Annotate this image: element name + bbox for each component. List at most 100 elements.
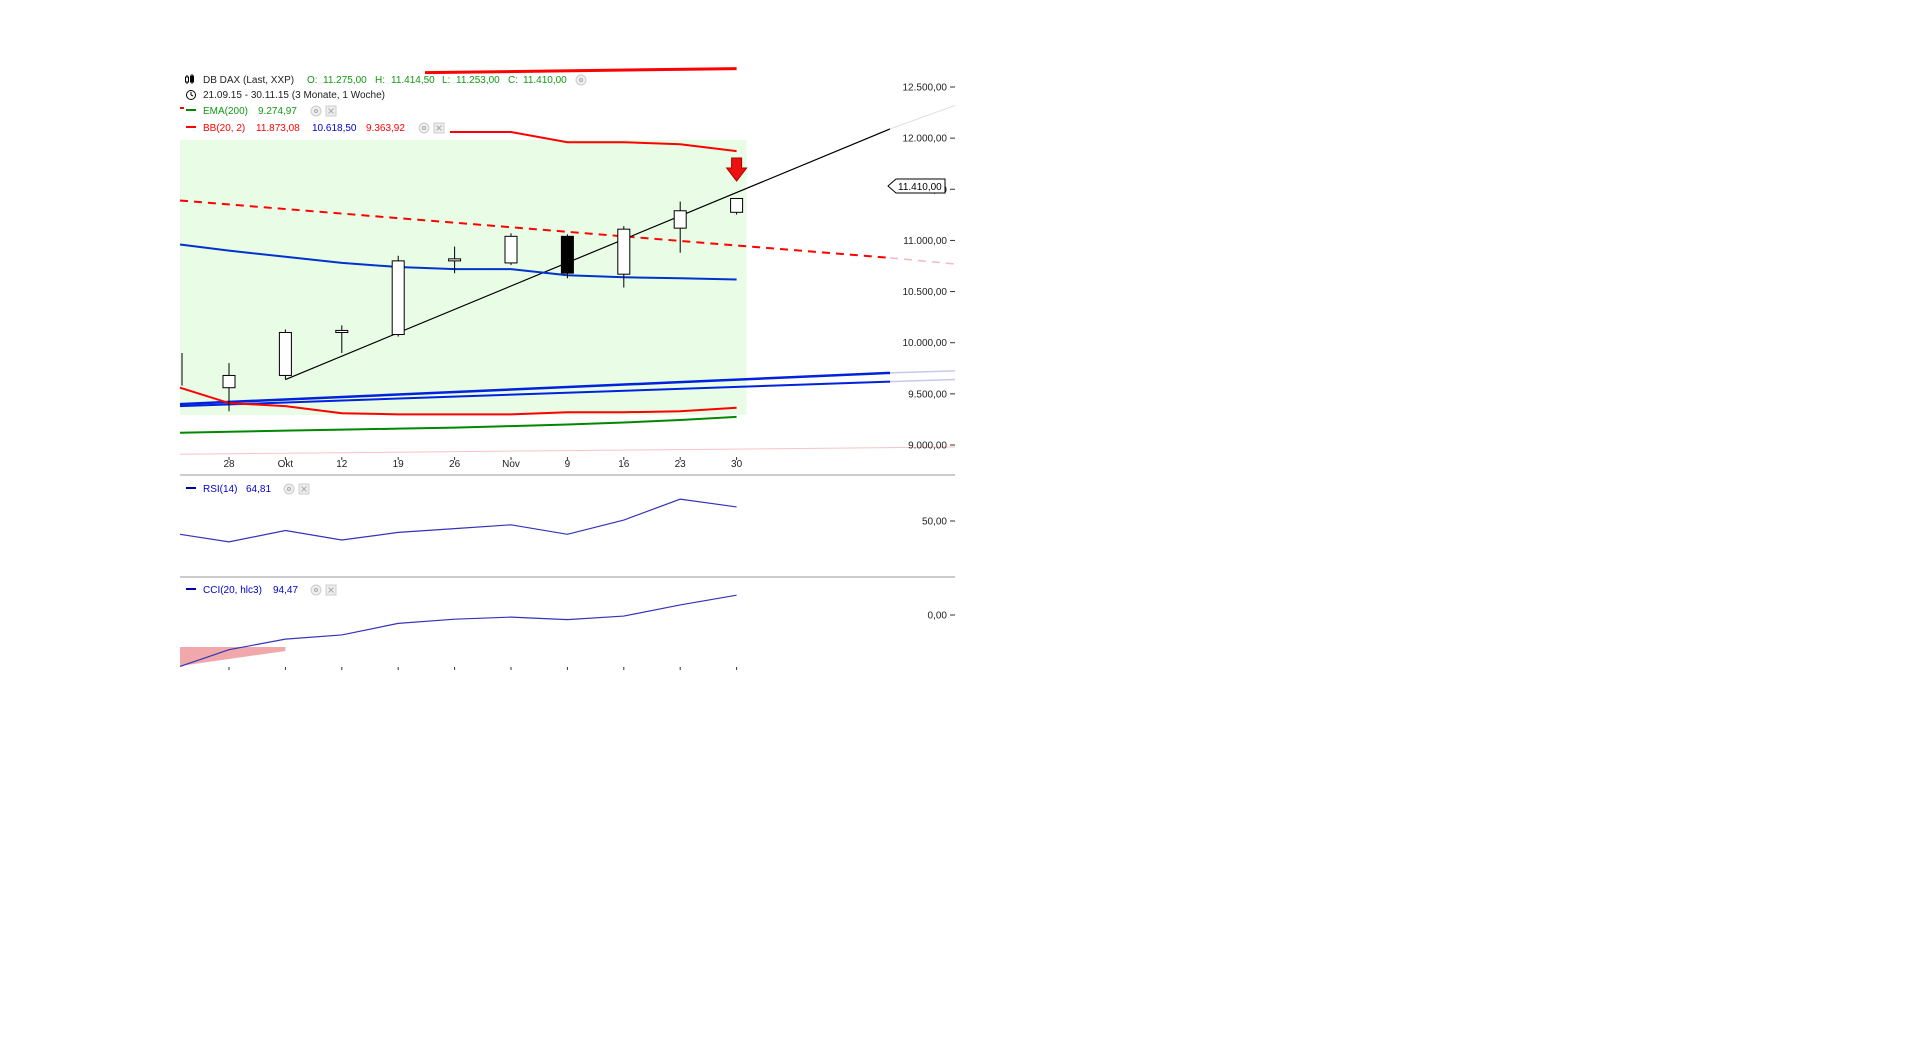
last-price-tag: 11.410,00	[887, 178, 946, 194]
date-tick-label: 30	[731, 459, 743, 470]
cci-value: 94,47	[273, 585, 298, 596]
rsi-line-layer	[179, 498, 737, 543]
long-trend-line	[179, 380, 891, 408]
candle-05.10.15	[278, 329, 292, 380]
rsi-line	[179, 498, 737, 543]
clock-icon	[186, 90, 196, 100]
cci-line-layer	[179, 594, 737, 668]
legend-ema-label: EMA(200)	[203, 106, 248, 117]
price-tick-label: 10.500,00	[903, 287, 948, 298]
bb-upper-line	[450, 131, 737, 153]
cci-axis: 0,00	[928, 611, 955, 622]
candle-body	[278, 331, 292, 376]
cci-line	[179, 594, 737, 668]
bb-lower-line	[179, 386, 737, 416]
legend-bb-row: BB(20, 2) 11.873,08 10.618,50 9.363,92	[186, 122, 445, 134]
candle-12.10.15	[335, 325, 349, 353]
legend-bb-label: BB(20, 2)	[203, 123, 245, 134]
candle-26.10.15	[448, 246, 462, 274]
settings-icon[interactable]	[283, 483, 295, 495]
settings-icon[interactable]	[310, 584, 322, 596]
legend-period-row: 21.09.15 - 30.11.15 (3 Monate, 1 Woche)	[186, 90, 385, 101]
sell-signal-arrow-icon	[725, 157, 748, 182]
legend-low-value: 11.253,00	[456, 75, 500, 86]
long-trend-extension	[889, 370, 956, 374]
date-tick-label: 26	[449, 459, 461, 470]
cci-legend: CCI(20, hlc3) 94,47	[186, 584, 337, 596]
legend-open-label: O:	[307, 75, 318, 86]
support-trend-line	[285, 128, 891, 381]
candlestick-icon	[185, 74, 194, 84]
price-panel: 9.000,00 9.500,00 10.000,00 10.500,00 11.000…	[179, 67, 956, 476]
legend-ema-value: 9.274,97	[258, 106, 297, 117]
legend-low-label: L:	[442, 75, 450, 86]
close-icon[interactable]	[433, 122, 445, 134]
rsi-label: RSI(14)	[203, 484, 237, 495]
price-tick-label: 12.500,00	[903, 83, 948, 94]
long-trend-line	[179, 371, 891, 406]
cci-panel: 0,00 CCI(20, hlc3) 94,47	[179, 584, 955, 670]
legend-open-value: 11.275,00	[323, 75, 367, 86]
candle-body	[504, 235, 518, 264]
price-tick-label: 9.500,00	[908, 389, 947, 400]
date-tick-label: 12	[336, 459, 348, 470]
candle-16.11.15	[617, 226, 631, 288]
date-tick-label: Nov	[502, 459, 520, 470]
candle-09.11.15	[560, 234, 574, 279]
rsi-value: 64,81	[246, 484, 271, 495]
candle-body	[335, 329, 349, 333]
bb-upper-line	[424, 67, 737, 75]
rsi-legend: RSI(14) 64,81	[186, 483, 310, 495]
candle-body	[673, 210, 687, 229]
close-icon[interactable]	[298, 483, 310, 495]
legend-instrument: DB DAX (Last, XXP)	[203, 75, 294, 86]
cci-label: CCI(20, hlc3)	[203, 585, 262, 596]
resistance-trend-extension	[889, 257, 956, 265]
price-tick-label: 9.000,00	[908, 441, 947, 452]
baseline-trend-line	[179, 446, 956, 455]
candle-body	[222, 374, 236, 389]
candle-19.10.15	[391, 255, 405, 337]
date-tick-label: 28	[223, 459, 235, 470]
legend-bb-lower: 9.363,92	[366, 123, 405, 134]
resistance-trend-line	[179, 199, 891, 259]
legend-close-value: 11.410,00	[523, 75, 567, 86]
ema-line	[179, 415, 737, 434]
cci-tick-label: 0,00	[928, 611, 948, 622]
chart-legend: DB DAX (Last, XXP) O: 11.275,00 H: 11.41…	[185, 74, 587, 134]
date-tick-label: 19	[393, 459, 405, 470]
candle-02.11.15	[504, 233, 518, 265]
rsi-tick-label: 50,00	[922, 517, 947, 528]
legend-bb-mid: 10.618,50	[312, 123, 357, 134]
cci-negative-area	[180, 647, 286, 666]
legend-instrument-row: DB DAX (Last, XXP) O: 11.275,00 H: 11.41…	[185, 74, 587, 86]
candle-body	[448, 258, 462, 262]
date-tick-label: 9	[565, 459, 571, 470]
settings-icon[interactable]	[575, 74, 587, 86]
price-tick-label: 12.000,00	[903, 134, 948, 145]
date-tick-label: Okt	[278, 459, 294, 470]
close-icon[interactable]	[325, 105, 337, 117]
settings-icon[interactable]	[418, 122, 430, 134]
candle-28.09.15	[222, 363, 236, 412]
trendline-layer	[179, 104, 956, 455]
rsi-axis: 50,00	[922, 517, 955, 528]
candle-30.11.15	[730, 197, 744, 215]
legend-ema-row: EMA(200) 9.274,97	[186, 105, 337, 117]
date-axis: 28 Okt 12 19 26 Nov 9 16 23 30	[180, 457, 955, 476]
candle-body	[560, 235, 574, 274]
legend-high-label: H:	[375, 75, 385, 86]
candle-body	[391, 260, 405, 336]
date-tick-label: 23	[675, 459, 687, 470]
price-axis: 9.000,00 9.500,00 10.000,00 10.500,00 11.000…	[903, 83, 955, 452]
support-trend-extension	[889, 104, 956, 130]
settings-icon[interactable]	[310, 105, 322, 117]
candle-body	[617, 228, 631, 275]
price-tick-label: 10.000,00	[903, 338, 948, 349]
close-icon[interactable]	[325, 584, 337, 596]
legend-period: 21.09.15 - 30.11.15 (3 Monate, 1 Woche)	[203, 90, 385, 101]
candlestick-layer	[181, 197, 744, 412]
long-trend-extension	[889, 378, 956, 383]
candle-23.11.15	[673, 201, 687, 253]
